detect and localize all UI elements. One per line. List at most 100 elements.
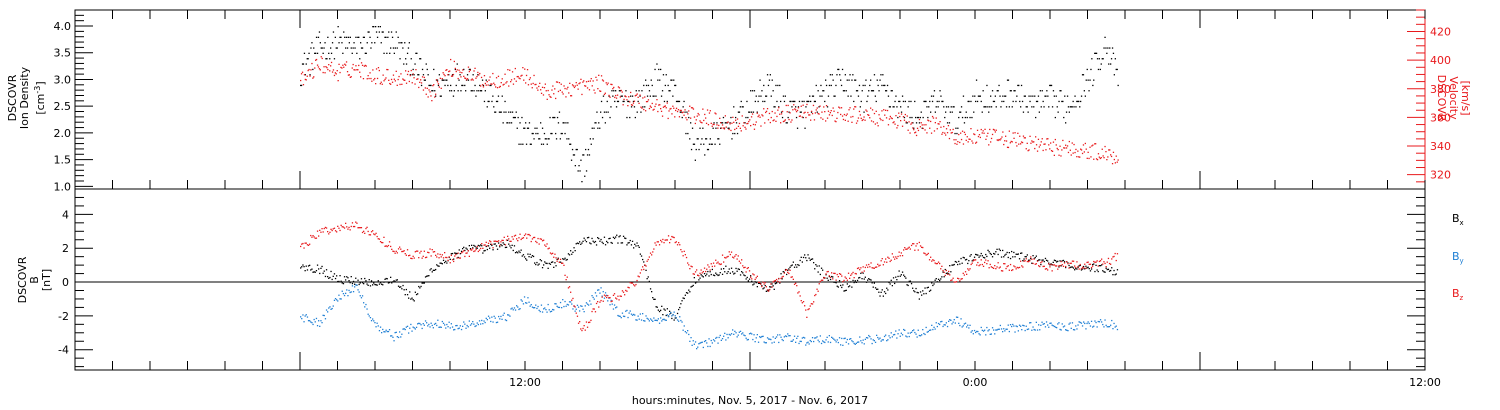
data-point [975,253,977,256]
data-point [514,116,516,119]
data-point [732,116,734,118]
data-point [723,261,725,263]
data-point [966,116,968,119]
data-point [591,85,593,87]
data-point [570,143,572,145]
data-point [324,275,327,278]
data-point [658,310,661,313]
data-point [692,284,694,287]
data-point [1057,111,1059,113]
data-point [1020,141,1023,143]
data-point [662,238,664,241]
data-point [685,132,687,135]
data-point [544,307,546,309]
data-point [650,79,652,81]
data-point [1057,268,1059,270]
data-point [815,337,817,339]
data-point [727,127,729,129]
data-point [796,109,799,112]
data-point [970,331,972,333]
data-point [418,86,420,89]
data-point [671,113,673,115]
data-point [416,78,418,80]
data-point [483,320,485,322]
data-point [932,95,935,97]
data-point [518,250,520,252]
data-point [725,265,727,267]
data-point [332,305,334,307]
ion-density-series [300,26,1119,183]
data-point [747,267,749,269]
data-point [589,321,591,323]
data-point [863,111,865,113]
data-point [663,105,666,108]
data-point [1094,270,1096,273]
data-point [773,119,775,121]
data-point [330,65,332,67]
data-point [396,47,398,49]
data-point [1094,143,1096,145]
data-point [471,323,473,325]
data-point [535,304,537,306]
data-point [682,106,684,108]
data-point [1092,326,1094,328]
data-point [459,74,461,76]
data-point [485,241,487,243]
data-point [558,306,561,309]
data-point [633,247,635,249]
data-point [425,63,427,65]
data-point [321,265,323,268]
data-point [451,252,454,255]
data-point [465,77,467,79]
data-point [731,138,733,140]
data-point [678,308,680,311]
legend-entry-bz: Bz [1452,287,1464,302]
data-point [635,94,637,96]
data-point [564,300,566,303]
data-point [846,79,848,81]
data-point [411,330,413,332]
data-point [665,314,667,317]
data-point [804,127,806,129]
data-point [454,255,456,257]
data-point [826,117,829,119]
data-point [711,342,713,344]
data-point [400,42,402,44]
data-point [588,154,591,156]
data-point [692,143,695,145]
data-point [619,315,621,317]
data-point [417,293,419,295]
data-point [356,52,358,54]
data-point [422,74,425,76]
data-point [973,111,975,113]
data-point [1072,260,1075,262]
data-point [432,90,434,92]
data-point [688,333,690,336]
data-point [448,321,450,323]
data-point [428,252,430,254]
data-point [607,300,609,302]
data-point [986,135,988,137]
data-point [773,288,775,290]
data-point [644,106,646,108]
data-point [748,333,751,335]
data-point [977,330,979,333]
data-point [535,132,537,135]
data-point [585,241,588,243]
data-point [1032,326,1034,328]
data-point [779,282,781,284]
data-point [521,255,523,257]
data-point [554,88,556,90]
data-point [1078,156,1080,158]
data-point [543,132,546,135]
data-point [449,70,451,72]
data-point [394,332,396,334]
data-point [979,264,981,266]
data-point [424,320,427,322]
data-point [444,261,446,264]
data-point [306,269,309,271]
data-point [1034,257,1036,259]
data-point [520,299,522,301]
data-point [850,116,852,118]
data-point [641,90,643,92]
